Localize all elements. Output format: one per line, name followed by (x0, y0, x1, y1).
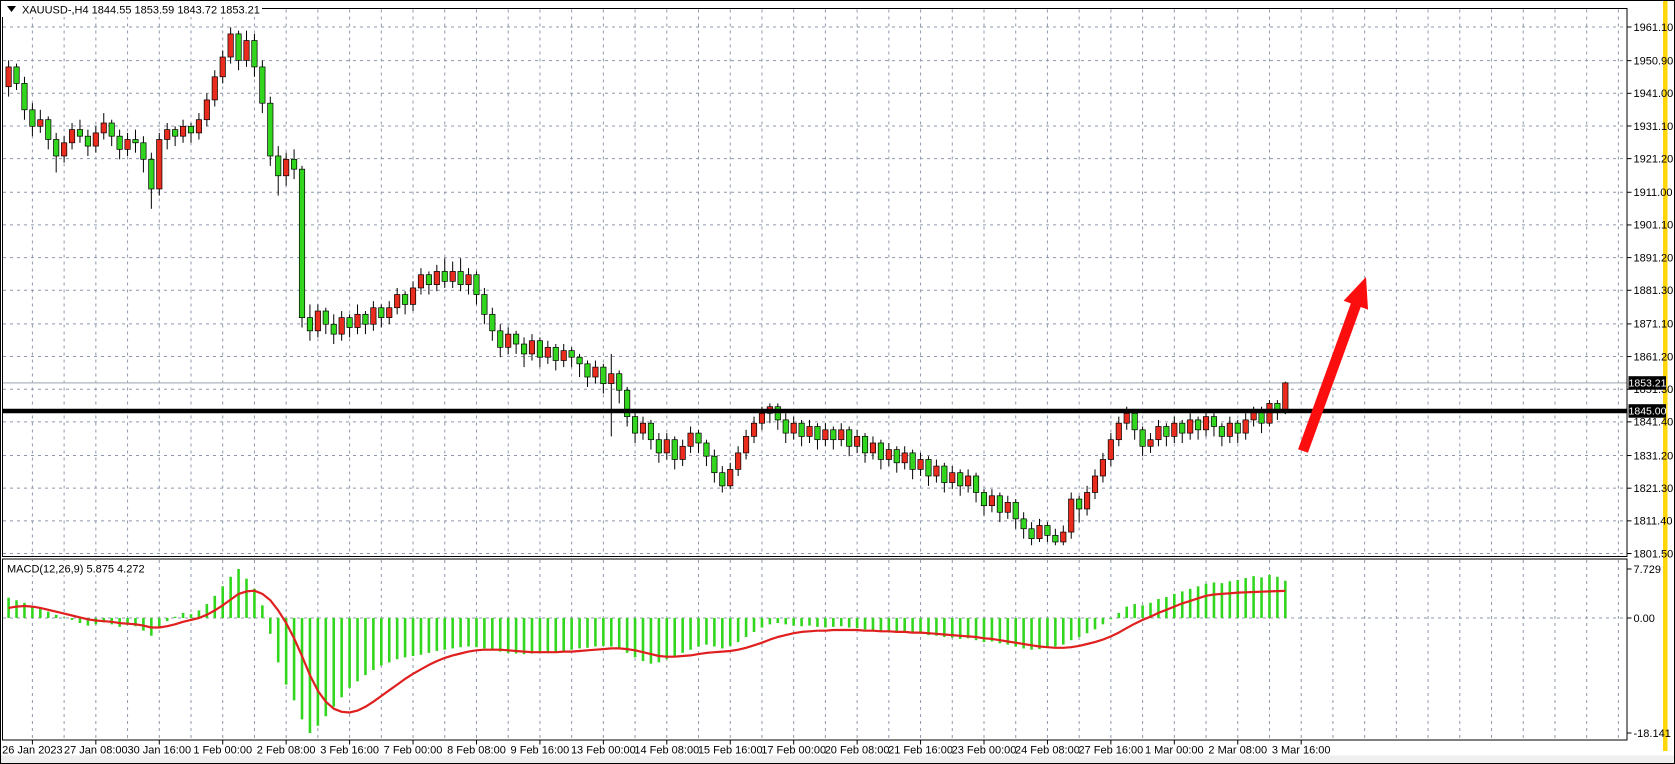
svg-text:1911.00: 1911.00 (1634, 187, 1673, 199)
svg-text:26 Jan 2023: 26 Jan 2023 (2, 745, 63, 757)
svg-text:1921.20: 1921.20 (1634, 153, 1674, 165)
time-axis[interactable]: 26 Jan 2023 27 Jan 08:00 30 Jan 16:00 1 Feb… (2, 740, 1331, 757)
level-price-value: 1845.00 (1629, 406, 1667, 418)
svg-text:7 Feb 00:00: 7 Feb 00:00 (384, 745, 443, 757)
svg-text:1831.20: 1831.20 (1634, 450, 1674, 462)
current-price-value: 1853.21 (1629, 378, 1667, 390)
macd-label-background (4, 561, 139, 575)
svg-text:1 Feb 00:00: 1 Feb 00:00 (193, 745, 252, 757)
svg-text:23 Feb 00:00: 23 Feb 00:00 (952, 745, 1017, 757)
svg-text:1811.40: 1811.40 (1634, 516, 1673, 528)
svg-text:9 Feb 16:00: 9 Feb 16:00 (511, 745, 570, 757)
svg-text:3 Mar 16:00: 3 Mar 16:00 (1272, 745, 1331, 757)
svg-text:1841.40: 1841.40 (1634, 417, 1674, 429)
up-trend-arrow[interactable] (1298, 277, 1369, 453)
main-plot-border (2, 8, 1628, 557)
header-background (2, 2, 262, 17)
macd-label[interactable]: MACD(12,26,9) 5.875 4.272 (7, 564, 145, 576)
svg-text:14 Feb 08:00: 14 Feb 08:00 (634, 745, 699, 757)
svg-text:1821.30: 1821.30 (1634, 483, 1674, 495)
svg-text:17 Feb 00:00: 17 Feb 00:00 (761, 745, 826, 757)
svg-text:1950.90: 1950.90 (1634, 55, 1674, 67)
svg-text:30 Jan 16:00: 30 Jan 16:00 (127, 745, 191, 757)
svg-text:2 Mar 08:00: 2 Mar 08:00 (1208, 745, 1267, 757)
svg-text:1961.10: 1961.10 (1634, 22, 1674, 34)
svg-text:15 Feb 16:00: 15 Feb 16:00 (698, 745, 763, 757)
macd-histogram (7, 569, 1287, 734)
svg-text:3 Feb 16:00: 3 Feb 16:00 (320, 745, 379, 757)
svg-text:1 Mar 00:00: 1 Mar 00:00 (1145, 745, 1204, 757)
svg-text:1941.00: 1941.00 (1634, 88, 1674, 100)
grid-lines (3, 9, 1627, 740)
svg-text:1881.30: 1881.30 (1634, 285, 1674, 297)
svg-text:7.729: 7.729 (1634, 564, 1662, 576)
svg-text:1931.10: 1931.10 (1634, 121, 1674, 133)
candlesticks (5, 27, 1289, 546)
svg-text:27 Jan 08:00: 27 Jan 08:00 (64, 745, 128, 757)
svg-text:1801.50: 1801.50 (1634, 548, 1674, 560)
level-price-box: 1845.00 (1628, 404, 1667, 418)
svg-text:21 Feb 16:00: 21 Feb 16:00 (888, 745, 953, 757)
svg-text:27 Feb 16:00: 27 Feb 16:00 (1078, 745, 1143, 757)
symbol-ohlc-text[interactable]: XAUUSD-,H4 1844.55 1853.59 1843.72 1853.… (22, 5, 260, 17)
svg-text:-18.141: -18.141 (1634, 728, 1671, 740)
svg-text:8 Feb 08:00: 8 Feb 08:00 (447, 745, 506, 757)
svg-text:20 Feb 08:00: 20 Feb 08:00 (825, 745, 890, 757)
svg-text:1861.20: 1861.20 (1634, 351, 1674, 363)
svg-text:24 Feb 08:00: 24 Feb 08:00 (1015, 745, 1080, 757)
macd-plot-border (2, 558, 1628, 741)
chart-header: XAUUSD-,H4 1844.55 1853.59 1843.72 1853.… (2, 2, 262, 17)
svg-text:1891.20: 1891.20 (1634, 252, 1674, 264)
current-price-box: 1853.21 (1628, 376, 1667, 390)
price-axis[interactable]: 1961.10 1950.90 1941.00 1931.10 1921.20 1911.… (1627, 22, 1673, 561)
svg-text:1871.10: 1871.10 (1634, 319, 1674, 331)
svg-text:1901.10: 1901.10 (1634, 220, 1674, 232)
macd-signal-line (8, 589, 1286, 714)
macd-label-group: MACD(12,26,9) 5.875 4.272 (4, 561, 145, 576)
triangle-down-icon[interactable] (7, 6, 16, 12)
svg-text:0.00: 0.00 (1634, 613, 1655, 625)
bottom-strip (1, 755, 1674, 763)
right-edge-stripe (1663, 1, 1668, 751)
svg-text:2 Feb 08:00: 2 Feb 08:00 (257, 745, 316, 757)
svg-text:13 Feb 00:00: 13 Feb 00:00 (571, 745, 636, 757)
macd-axis[interactable]: 7.729 0.00 -18.141 (1627, 564, 1671, 740)
